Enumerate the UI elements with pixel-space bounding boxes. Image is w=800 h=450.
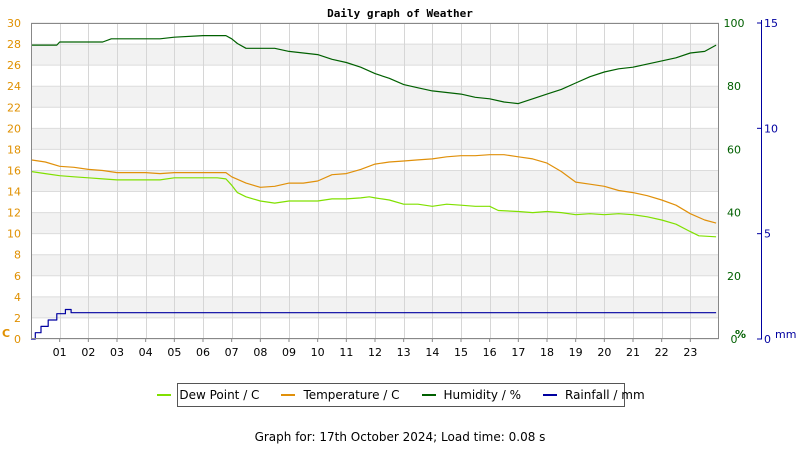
legend-item: Temperature / C	[281, 388, 400, 402]
left-tick-label: 22	[7, 101, 21, 114]
x-tick-label: 07	[225, 346, 239, 359]
left-tick-label: 12	[7, 207, 21, 220]
x-tick-label: 14	[425, 346, 439, 359]
left-tick-label: 4	[14, 291, 21, 304]
legend-label: Humidity / %	[443, 388, 521, 402]
legend-swatch	[157, 394, 172, 396]
x-tick-label: 15	[454, 346, 468, 359]
x-tick-label: 11	[339, 346, 353, 359]
pct-tick-label: 60	[727, 143, 741, 156]
x-tick-label: 03	[110, 346, 124, 359]
legend-label: Temperature / C	[303, 388, 400, 402]
footer-load-time: 0.08 s	[508, 430, 546, 444]
x-tick-label: 17	[511, 346, 525, 359]
x-tick-label: 21	[626, 346, 640, 359]
pct-tick-label: 0	[731, 333, 738, 346]
x-tick-label: 01	[53, 346, 67, 359]
footer: Graph for: 17th October 2024; Load time:…	[0, 430, 800, 444]
legend: Dew Point / C Temperature / C Humidity / %…	[157, 383, 645, 407]
legend-label: Dew Point / C	[179, 388, 260, 402]
pct-unit-label: %	[735, 328, 746, 341]
legend-label: Rainfall / mm	[565, 388, 645, 402]
mm-tick-label: 5	[764, 228, 771, 241]
legend-item: Humidity / %	[421, 388, 521, 402]
series-line-temperature	[30, 154, 717, 224]
x-tick-label: 13	[397, 346, 411, 359]
left-tick-label: 14	[7, 186, 21, 199]
footer-prefix: Graph for:	[254, 430, 316, 444]
x-tick-label: 12	[368, 346, 382, 359]
left-tick-label: 0	[14, 333, 21, 346]
chart-title: Daily graph of Weather	[327, 7, 473, 20]
x-tick-label: 10	[311, 346, 325, 359]
plot-frame	[31, 23, 719, 339]
footer-load-label: Load time:	[441, 430, 505, 444]
x-tick-label: 05	[167, 346, 181, 359]
left-unit-label: C	[2, 327, 10, 340]
x-tick-label: 06	[196, 346, 210, 359]
left-tick-label: 6	[14, 270, 21, 283]
legend-swatch	[421, 394, 436, 396]
x-tick-label: 23	[683, 346, 697, 359]
series-line-dew-point	[30, 170, 717, 238]
x-tick-label: 22	[655, 346, 669, 359]
x-tick-label: 04	[139, 346, 153, 359]
x-tick-label: 09	[282, 346, 296, 359]
pct-tick-label: 40	[727, 207, 741, 220]
x-tick-label: 08	[253, 346, 267, 359]
left-tick-label: 2	[14, 312, 21, 325]
footer-date: 17th October 2024;	[319, 430, 438, 444]
mm-tick-label: 15	[764, 17, 778, 30]
legend-swatch	[281, 394, 296, 396]
left-tick-label: 10	[7, 228, 21, 241]
legend-swatch	[543, 394, 557, 396]
left-tick-label: 24	[7, 80, 21, 93]
series-line-humidity	[31, 35, 717, 105]
left-tick-label: 30	[7, 17, 21, 30]
vertical-grid	[60, 23, 691, 339]
legend-item: Dew Point / C	[157, 388, 259, 402]
left-tick-label: 28	[7, 38, 21, 51]
series-line-rainfall	[31, 308, 717, 340]
x-tick-label: 18	[540, 346, 554, 359]
x-tick-label: 16	[483, 346, 497, 359]
left-tick-label: 16	[7, 164, 21, 177]
left-tick-label: 8	[14, 249, 21, 262]
left-tick-label: 20	[7, 122, 21, 135]
left-tick-label: 18	[7, 143, 21, 156]
series-lines	[30, 35, 717, 340]
left-tick-label: 26	[7, 59, 21, 72]
mm-unit-label: mm	[775, 328, 796, 341]
mm-tick-label: 0	[764, 333, 771, 346]
pct-tick-label: 100	[724, 17, 745, 30]
x-tick-label: 19	[569, 346, 583, 359]
legend-item: Rainfall / mm	[543, 388, 645, 402]
mm-tick-label: 10	[764, 122, 778, 135]
x-tick-label: 20	[597, 346, 611, 359]
pct-tick-label: 80	[727, 80, 741, 93]
pct-tick-label: 20	[727, 270, 741, 283]
x-tick-label: 02	[81, 346, 95, 359]
